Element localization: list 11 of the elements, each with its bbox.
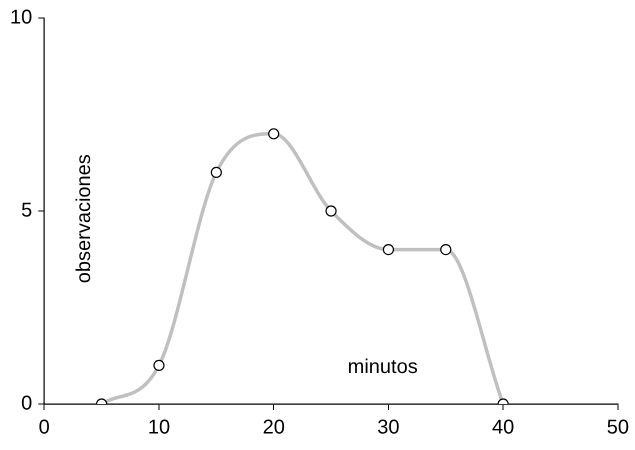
y-tick-label: 10 (10, 6, 32, 29)
x-tick-label: 50 (606, 416, 629, 439)
y-tick-label: 5 (21, 200, 32, 222)
x-axis-title: minutos (348, 356, 418, 378)
x-tick-label: 0 (38, 416, 50, 439)
y-tick-label: 0 (21, 392, 32, 415)
x-tick-label: 30 (377, 416, 400, 439)
x-tick-label: 40 (492, 416, 514, 439)
y-axis-title: observaciones (72, 154, 95, 284)
x-tick-label: 10 (148, 416, 170, 439)
x-tick-label: 20 (262, 416, 285, 439)
